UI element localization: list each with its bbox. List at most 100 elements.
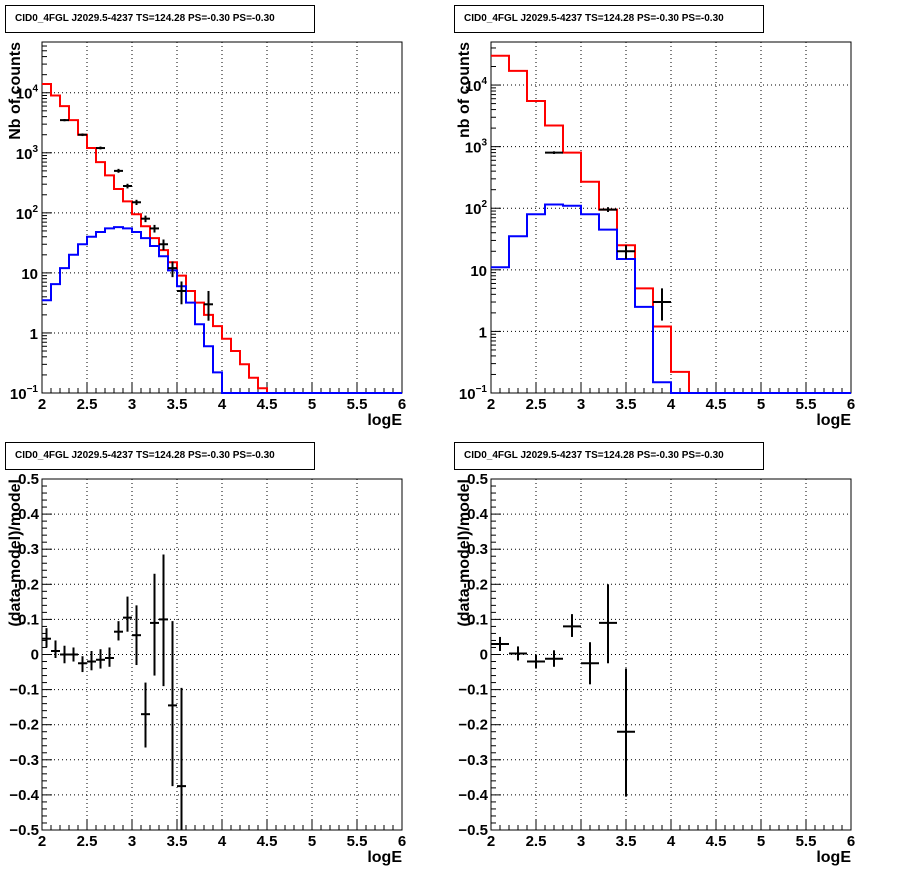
data-point xyxy=(204,290,213,321)
x-tick-label: 3 xyxy=(577,833,585,850)
plot-frame xyxy=(490,478,852,831)
counts-plot-left: 2 2.5 3 3.5 4 4.5 5 5.5 6 10−1 1 10 102 103 104 logE Nb … xyxy=(7,41,406,429)
x-tick-label: 2 xyxy=(487,396,495,413)
data-point xyxy=(132,199,141,206)
x-tick-label: 3 xyxy=(128,833,136,850)
y-tick-label: −0.1 xyxy=(458,682,488,699)
y-tick-label: 10 xyxy=(470,263,487,280)
x-tick-label: 4 xyxy=(218,396,227,413)
data-point xyxy=(599,584,617,664)
x-tick-label: 3.5 xyxy=(616,396,637,413)
chart-panel-residuals-left: 2 2.5 3 3.5 4 4.5 5 5.5 6 −0.5 −0.4 −0.3 −0.2 −0.1 0 0.… xyxy=(0,437,449,874)
data-point xyxy=(87,650,96,671)
x-tick-label: 5.5 xyxy=(347,833,368,850)
y-tick-label: 0.4 xyxy=(467,506,489,523)
data-point xyxy=(617,668,635,797)
y-tick-label: 0.1 xyxy=(467,611,488,628)
data-point xyxy=(150,224,159,233)
y-tick-label: 0.1 xyxy=(18,611,39,628)
x-tick-label: 5 xyxy=(308,833,316,850)
y-axis-label: nb of counts xyxy=(456,42,473,138)
x-tick-label: 3 xyxy=(577,396,585,413)
x-tick-label: 5 xyxy=(308,396,316,413)
data-point xyxy=(545,151,563,154)
data-point xyxy=(60,645,69,664)
y-axis-label: Nb of counts xyxy=(7,42,24,140)
data-point xyxy=(114,621,123,641)
x-tick-label: 3 xyxy=(128,396,136,413)
data-point xyxy=(159,239,168,251)
x-tick-label: 2.5 xyxy=(77,396,98,413)
data-point xyxy=(78,133,87,137)
data-point xyxy=(599,207,617,212)
x-tick-label: 5.5 xyxy=(796,833,817,850)
data-point xyxy=(141,215,150,223)
panel-title: CID0_4FGL J2029.5-4237 TS=124.28 PS=-0.3… xyxy=(454,442,764,470)
y-tick-label: 0 xyxy=(480,647,488,664)
x-tick-label: 5 xyxy=(757,833,765,850)
y-axis-label: (data-model)/model xyxy=(7,479,24,627)
residuals-plot-right: 2 2.5 3 3.5 4 4.5 5 5.5 6 −0.5 −0.4 −0.3 −0.2 −0.1 0 0.… xyxy=(456,471,855,866)
y-tick-label: 0.3 xyxy=(18,541,39,558)
x-tick-label: 4.5 xyxy=(706,396,727,413)
y-tick-label: 0.4 xyxy=(18,506,40,523)
data-point xyxy=(123,596,132,632)
panel-title: CID0_4FGL J2029.5-4237 TS=124.28 PS=-0.3… xyxy=(5,442,315,470)
data-point xyxy=(51,640,60,659)
data-point xyxy=(78,656,87,673)
x-tick-label: 5.5 xyxy=(347,396,368,413)
x-tick-label: 5.5 xyxy=(796,396,817,413)
data-point xyxy=(150,573,159,676)
x-tick-label: 6 xyxy=(398,833,406,850)
data-point xyxy=(132,605,141,666)
y-tick-label: 10 xyxy=(21,266,38,283)
data-point xyxy=(69,647,78,662)
y-tick-label: −0.4 xyxy=(458,787,488,804)
data-point xyxy=(545,650,563,667)
data-point xyxy=(563,614,581,637)
y-tick-label: −0.2 xyxy=(458,717,488,734)
histogram-series xyxy=(42,226,402,394)
plot-frame xyxy=(41,478,403,831)
y-tick-label: 10−1 xyxy=(459,384,488,403)
y-tick-label: 104 xyxy=(465,76,488,95)
data-point xyxy=(42,628,51,648)
histogram-series xyxy=(491,203,851,394)
y-tick-label: 0.5 xyxy=(18,471,39,488)
y-tick-label: 102 xyxy=(16,204,39,223)
y-tick-label: 0.2 xyxy=(18,576,39,593)
data-point xyxy=(509,646,527,661)
x-tick-label: 2.5 xyxy=(526,396,547,413)
x-tick-label: 2 xyxy=(38,396,46,413)
y-tick-label: 10−1 xyxy=(10,384,39,403)
data-point xyxy=(617,245,635,259)
y-tick-label: 102 xyxy=(465,199,488,218)
x-tick-label: 3.5 xyxy=(167,396,188,413)
data-point xyxy=(114,168,123,173)
x-axis-label: logE xyxy=(367,849,402,866)
x-tick-label: 2.5 xyxy=(526,833,547,850)
x-tick-label: 2 xyxy=(487,833,495,850)
x-tick-label: 4 xyxy=(218,833,227,850)
data-point xyxy=(168,621,177,787)
y-tick-label: 0.2 xyxy=(467,576,488,593)
y-tick-label: −0.2 xyxy=(9,717,39,734)
x-tick-label: 4 xyxy=(667,396,676,413)
y-tick-label: 0.3 xyxy=(467,541,488,558)
x-tick-label: 6 xyxy=(847,833,855,850)
x-tick-label: 2.5 xyxy=(77,833,98,850)
data-point xyxy=(141,682,150,748)
x-axis-label: logE xyxy=(816,412,851,429)
data-point xyxy=(491,636,509,651)
data-point xyxy=(60,119,69,122)
x-tick-label: 4.5 xyxy=(706,833,727,850)
x-tick-label: 3.5 xyxy=(167,833,188,850)
x-tick-label: 2 xyxy=(38,833,46,850)
x-tick-label: 4.5 xyxy=(257,833,278,850)
x-tick-label: 6 xyxy=(847,396,855,413)
y-tick-label: −0.1 xyxy=(9,682,39,699)
counts-plot-right: 2 2.5 3 3.5 4 4.5 5 5.5 6 10−1 1 10 102 103 104 logE nb … xyxy=(456,41,855,429)
data-point xyxy=(527,654,545,669)
y-tick-label: −0.4 xyxy=(9,787,39,804)
x-axis-label: logE xyxy=(816,849,851,866)
